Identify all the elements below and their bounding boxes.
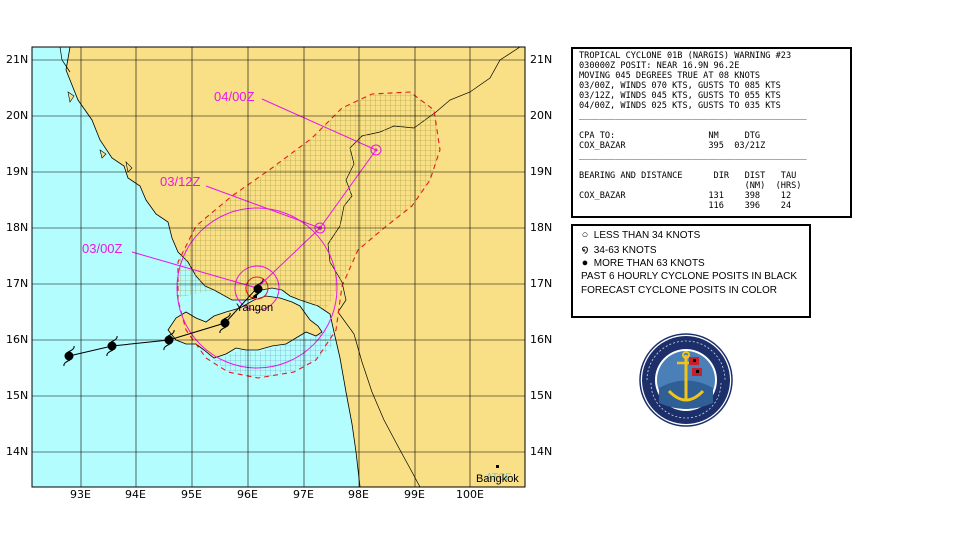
- lat-label-left: 15N: [6, 389, 29, 402]
- lat-label-right: 20N: [530, 109, 553, 122]
- lon-label: 95E: [181, 488, 202, 501]
- forecast-label-0300z: 03/00Z: [82, 241, 123, 256]
- lon-label: 93E: [70, 488, 91, 501]
- lat-label-left: 18N: [6, 221, 29, 234]
- warning-line: BEARING AND DISTANCE DIR DIST TAU: [579, 171, 797, 181]
- lat-label-right: 15N: [530, 389, 553, 402]
- lat-label-right: 14N: [530, 445, 553, 458]
- label-leader-0312z: [205, 185, 321, 229]
- lat-label-left: 20N: [6, 109, 29, 122]
- danger-area-outline: [177, 91, 441, 379]
- label-leader-0400z: [261, 98, 377, 151]
- warning-divider: ________________________________________…: [579, 111, 807, 121]
- warning-text: TROPICAL CYCLONE 01B (NARGIS) WARNING #2…: [573, 49, 850, 211]
- warning-line: COX_BAZAR 395 03/21Z: [579, 141, 766, 151]
- lat-label-left: 14N: [6, 445, 29, 458]
- legend-forecast-note: FORECAST CYCLONE POSITS IN COLOR: [581, 285, 777, 296]
- warning-line: 03/00Z, WINDS 070 KTS, GUSTS TO 085 KTS: [579, 81, 781, 91]
- legend-box: ○ LESS THAN 34 KNOTS ໑ 34-63 KNOTS ● MOR…: [571, 224, 811, 318]
- forecast-position-0400z: [370, 144, 382, 156]
- forecast-label-0400z: 04/00Z: [214, 89, 255, 104]
- warning-line: COX_BAZAR 131 398 12: [579, 191, 792, 201]
- lat-label-left: 21N: [6, 53, 29, 66]
- island: [125, 161, 133, 173]
- lat-label-right: 17N: [530, 277, 553, 290]
- yangon-marker: [254, 295, 257, 298]
- map-gridlines: [32, 47, 525, 487]
- forecast-label-0312z: 03/12Z: [160, 174, 201, 189]
- warning-text-box: TROPICAL CYCLONE 01B (NARGIS) WARNING #2…: [571, 47, 852, 218]
- lat-label-right: 19N: [530, 165, 553, 178]
- border: [337, 311, 421, 487]
- map-border: [31, 46, 526, 488]
- legend-row-less-34: ○ LESS THAN 34 KNOTS: [579, 229, 701, 241]
- warning-line: 03/12Z, WINDS 045 KTS, GUSTS TO 055 KTS: [579, 91, 781, 101]
- wind-radius-50kt: [234, 265, 280, 311]
- warning-line: 04/00Z, WINDS 025 KTS, GUSTS TO 035 KTS: [579, 101, 781, 111]
- past-position-symbol: [106, 335, 118, 357]
- lon-label: 96E: [237, 488, 258, 501]
- legend-label: 34-63 KNOTS: [593, 245, 657, 256]
- legend-past-note: PAST 6 HOURLY CYCLONE POSITS IN BLACK: [581, 271, 797, 282]
- warning-line: CPA TO: NM DTG: [579, 131, 761, 141]
- past-position-symbol: [219, 312, 231, 334]
- bangkok-marker: [496, 465, 499, 468]
- wind-radius-64kt: [245, 276, 269, 300]
- lon-label: 99E: [404, 488, 425, 501]
- jtwc-seal-icon: [639, 333, 733, 427]
- lon-label: 100E: [456, 488, 484, 501]
- lat-label-left: 16N: [6, 333, 29, 346]
- legend-label: MORE THAN 63 KNOTS: [593, 258, 705, 269]
- tropical-storm-icon: ໑: [581, 244, 589, 256]
- city-label-bangkok: Bangkok: [476, 473, 519, 485]
- legend-row-more-63: ● MORE THAN 63 KNOTS: [579, 257, 705, 269]
- past-position-symbol: [63, 345, 75, 367]
- lon-label: 98E: [348, 488, 369, 501]
- warning-line: TROPICAL CYCLONE 01B (NARGIS) WARNING #2…: [579, 51, 792, 61]
- warning-line: MOVING 045 DEGREES TRUE AT 08 KNOTS: [579, 71, 761, 81]
- lon-label: 97E: [293, 488, 314, 501]
- lat-label-right: 21N: [530, 53, 553, 66]
- lat-label-left: 19N: [6, 165, 29, 178]
- lat-label-right: 16N: [530, 333, 553, 346]
- warning-line: 030000Z POSIT: NEAR 16.9N 96.2E: [579, 61, 740, 71]
- open-circle-icon: ○: [581, 229, 589, 241]
- legend-row-34-63: ໑ 34-63 KNOTS: [579, 243, 657, 256]
- wind-radius-34kt: [176, 207, 338, 369]
- past-position-symbol: [163, 329, 175, 351]
- bangkok-ghost-label: ATCF: [486, 472, 511, 483]
- label-leader-0300z: [131, 251, 258, 289]
- bay-of-bengal: [32, 47, 360, 487]
- danger-area-sea: [204, 330, 334, 376]
- danger-area-land: [176, 92, 440, 310]
- warning-divider: ________________________________________…: [579, 151, 807, 161]
- warning-line: (NM) (HRS): [579, 181, 802, 191]
- city-label-yangon: Yangon: [236, 302, 273, 314]
- legend-label: LESS THAN 34 KNOTS: [593, 230, 701, 241]
- lat-label-left: 17N: [6, 277, 29, 290]
- typhoon-icon: ●: [581, 257, 589, 269]
- lon-label: 94E: [125, 488, 146, 501]
- warning-line: 116 396 24: [579, 201, 792, 211]
- island: [99, 149, 107, 159]
- island: [67, 91, 75, 103]
- lat-label-right: 18N: [530, 221, 553, 234]
